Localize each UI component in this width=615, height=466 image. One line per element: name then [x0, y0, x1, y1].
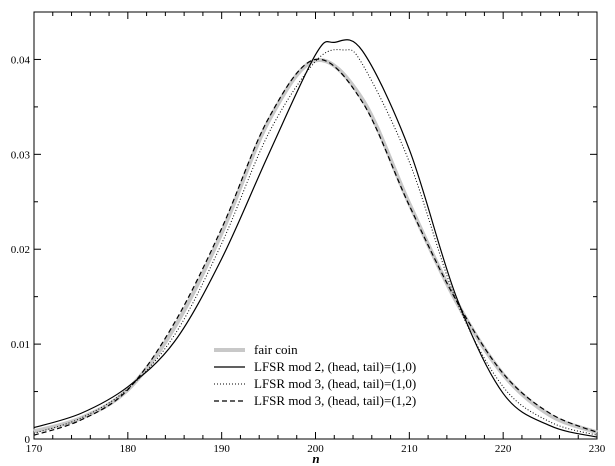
x-tick-label: 230	[589, 443, 606, 455]
x-tick-label: 190	[213, 443, 230, 455]
x-tick-label: 170	[26, 443, 43, 455]
y-tick-label: 0.04	[11, 54, 31, 66]
x-tick-label: 200	[307, 443, 324, 455]
legend: fair coin LFSR mod 2, (head, tail)=(1,0) L…	[214, 342, 416, 408]
x-axis-label: n	[312, 451, 319, 466]
tick-labels: 170 180 190 200 210 220 230 0 0.01 0.02 0.03 0.04	[11, 54, 606, 455]
y-tick-label: 0.02	[11, 244, 30, 256]
legend-label: LFSR mod 3, (head, tail)=(1,0)	[254, 376, 416, 391]
lfsr-mod3-12-line	[33, 58, 598, 436]
legend-label: LFSR mod 3, (head, tail)=(1,2)	[254, 393, 416, 408]
series-lines	[33, 39, 598, 438]
x-tick-label: 180	[120, 443, 137, 455]
x-tick-label: 210	[401, 443, 418, 455]
legend-label: LFSR mod 2, (head, tail)=(1,0)	[254, 359, 416, 374]
lfsr-mod2-line	[33, 39, 598, 438]
legend-label: fair coin	[254, 342, 298, 357]
y-tick-label-zero: 0	[25, 434, 31, 446]
lfsr-mod3-10-line	[33, 49, 598, 436]
tick-marks	[33, 11, 598, 440]
y-tick-label: 0.01	[11, 339, 30, 351]
y-tick-label: 0.03	[11, 149, 31, 161]
x-tick-label: 220	[495, 443, 512, 455]
plot-frame	[33, 11, 598, 440]
